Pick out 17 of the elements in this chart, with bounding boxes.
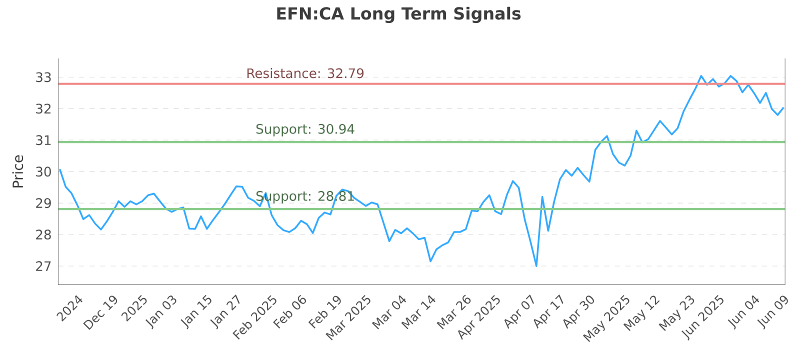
y-tick-label: 28 — [36, 230, 51, 240]
y-axis-title: Price — [12, 155, 24, 188]
x-tick-label: Apr 07 — [504, 294, 534, 329]
y-tick-label: 31 — [36, 135, 51, 146]
y-tick-label: 30 — [36, 166, 51, 177]
x-tick-label: Jan 27 — [210, 294, 240, 330]
x-tick-label: Dec 19 — [83, 296, 118, 330]
x-tick-label: Apr 30 — [563, 296, 594, 329]
y-tick-label: 29 — [36, 198, 51, 208]
ref-line-label: Resistance: 32.79 — [247, 68, 364, 78]
y-tick-label: 27 — [36, 261, 51, 271]
chart-title: EFN:CA Long Term Signals — [277, 6, 521, 24]
y-tick-label: 33 — [36, 72, 51, 82]
ref-line-label: Support: 30.94 — [256, 124, 354, 136]
x-tick-label: Jan 15 — [180, 294, 212, 330]
y-tick-label: 32 — [36, 104, 51, 114]
x-tick-label: Apr 17 — [534, 294, 564, 329]
